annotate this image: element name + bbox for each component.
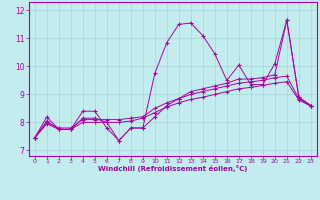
X-axis label: Windchill (Refroidissement éolien,°C): Windchill (Refroidissement éolien,°C) <box>98 165 247 172</box>
